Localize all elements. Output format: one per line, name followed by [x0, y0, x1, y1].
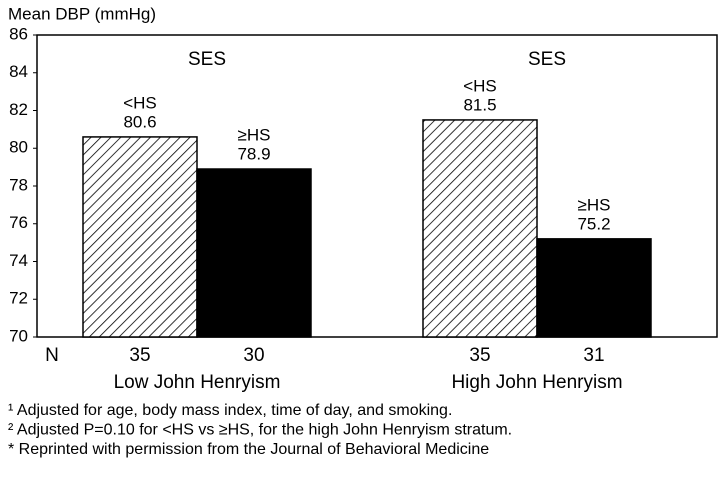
value-label: 78.9 — [237, 144, 270, 163]
y-tick-label: 74 — [9, 251, 28, 270]
y-axis-label: Mean DBP (mmHg) — [8, 4, 156, 23]
y-tick-label: 70 — [9, 326, 28, 345]
y-tick-label: 80 — [9, 138, 28, 157]
series-label: <HS — [463, 76, 497, 95]
bar — [82, 136, 198, 338]
n-value: 31 — [583, 345, 604, 366]
n-value: 35 — [129, 345, 150, 366]
footnote: ² Adjusted P=0.10 for <HS vs ≥HS, for th… — [8, 422, 512, 439]
footnote: * Reprinted with permission from the Jou… — [8, 441, 489, 458]
x-tick-label: Low John Henryism — [114, 372, 281, 393]
y-tick-label: 82 — [9, 100, 28, 119]
y-tick-label: 72 — [9, 289, 28, 308]
bar — [422, 119, 538, 338]
y-tick-label: 86 — [9, 24, 28, 43]
n-label: N — [45, 345, 59, 366]
group-header: SES — [528, 49, 566, 70]
group-header: SES — [188, 49, 226, 70]
y-tick-label: 76 — [9, 213, 28, 232]
value-label: 75.2 — [577, 214, 610, 233]
series-label: ≥HS — [578, 195, 611, 214]
value-label: 81.5 — [463, 95, 496, 114]
n-value: 35 — [469, 345, 490, 366]
series-label: ≥HS — [238, 125, 271, 144]
y-tick-label: 78 — [9, 175, 28, 194]
x-tick-label: High John Henryism — [451, 372, 622, 393]
n-value: 30 — [243, 345, 264, 366]
footnote: ¹ Adjusted for age, body mass index, tim… — [8, 402, 452, 419]
value-label: 80.6 — [123, 112, 156, 131]
y-tick-label: 84 — [9, 62, 28, 81]
bar — [536, 238, 652, 338]
series-label: <HS — [123, 93, 157, 112]
bar — [196, 168, 312, 338]
